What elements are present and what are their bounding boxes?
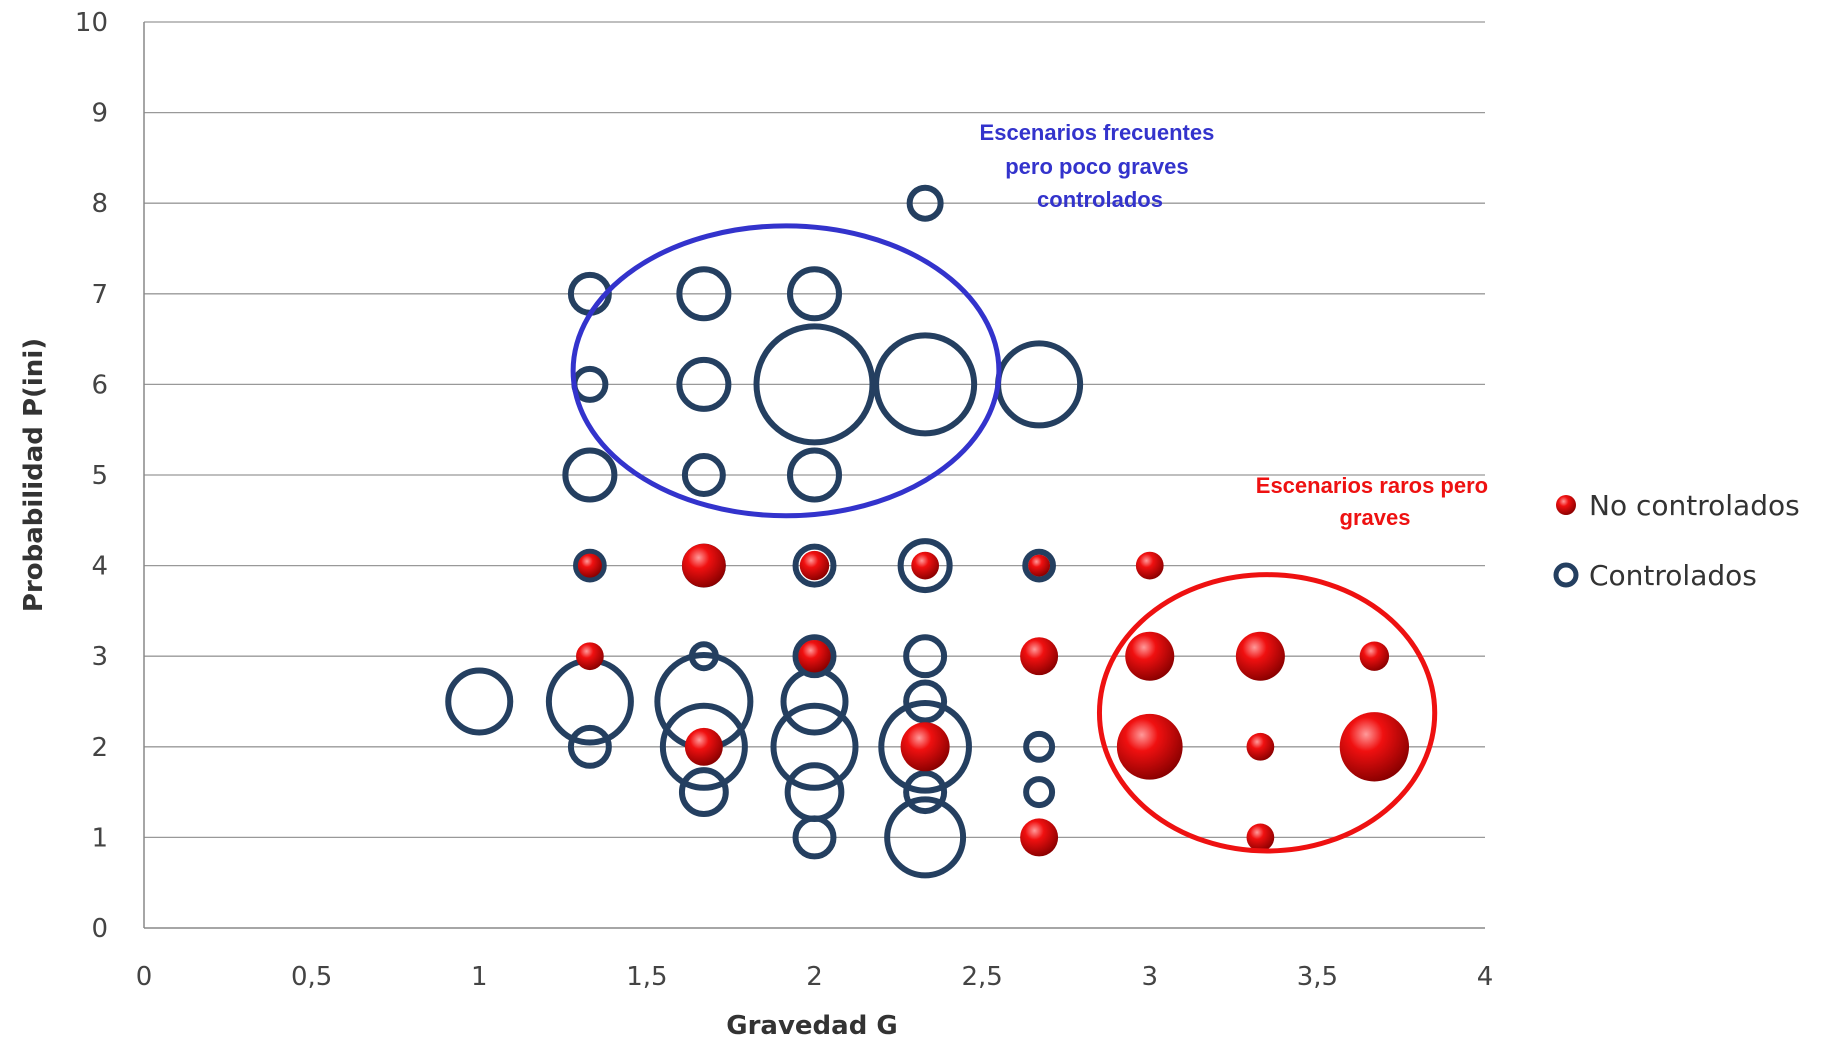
svg-text:Escenarios frecuentes pe: Escenarios frecuentes pero poco graves c… bbox=[980, 120, 1221, 212]
bubble-controlado bbox=[1023, 776, 1056, 809]
legend-marker-hollow bbox=[1553, 562, 1579, 588]
bubble-controlado bbox=[573, 548, 607, 583]
bubble-controlado bbox=[903, 634, 948, 679]
bubble-controlado bbox=[676, 266, 732, 322]
annotation-frequent-controlled: Escenarios frecuentes pero poco graves c… bbox=[980, 120, 1221, 212]
bubble-controlado bbox=[786, 447, 843, 503]
legend-item-no-controlados: No controlados bbox=[1556, 489, 1800, 522]
annotation-rare-line2: graves bbox=[1340, 505, 1411, 530]
bubble-controlado bbox=[884, 796, 967, 879]
bubble-no-controlado bbox=[1020, 637, 1059, 676]
bubble-no-controlado bbox=[1028, 554, 1051, 577]
bubble-controlado bbox=[906, 184, 944, 222]
x-tick-label: 3,5 bbox=[1297, 962, 1338, 992]
bubble-no-controlado bbox=[577, 553, 602, 578]
bubble-no-controlado bbox=[911, 551, 939, 580]
bubble-controlado bbox=[786, 266, 843, 322]
x-tick-label: 4 bbox=[1477, 962, 1494, 992]
bubble-controlado bbox=[567, 724, 612, 769]
bubble-no-controlado bbox=[798, 639, 831, 673]
legend-item-controlados: Controlados bbox=[1553, 559, 1757, 592]
y-tick-label: 4 bbox=[91, 552, 108, 582]
annotation-ellipses bbox=[570, 223, 1438, 854]
bubble-no-controlado bbox=[1135, 551, 1164, 580]
bubble-controlado bbox=[678, 767, 729, 818]
x-tick-label: 3 bbox=[1141, 962, 1158, 992]
bubble-controlado bbox=[1023, 730, 1056, 763]
series-no-controlados bbox=[576, 543, 1410, 857]
bubble-controlado bbox=[681, 453, 726, 497]
bubble-no-controlado bbox=[1235, 631, 1285, 681]
x-tick-label: 1,5 bbox=[626, 962, 667, 992]
y-axis-title: Probabilidad P(ini) bbox=[19, 338, 49, 612]
svg-text:Escenarios raros pero gr: Escenarios raros pero graves bbox=[1256, 473, 1494, 530]
y-tick-label: 3 bbox=[91, 642, 108, 672]
bubble-no-controlado bbox=[799, 550, 830, 581]
legend-label-controlados: Controlados bbox=[1589, 559, 1757, 592]
legend-label-no-controlados: No controlados bbox=[1589, 489, 1800, 522]
bubble-controlado bbox=[792, 543, 837, 588]
bubble-controlado bbox=[445, 667, 514, 736]
annotation-frequent-line3: controlados bbox=[1037, 187, 1163, 212]
bubble-controlado bbox=[659, 702, 748, 791]
x-tick-label: 2,5 bbox=[961, 962, 1002, 992]
y-tick-label: 8 bbox=[91, 189, 108, 219]
x-tick-label: 1 bbox=[471, 962, 488, 992]
annotation-frequent-line1: Escenarios frecuentes bbox=[980, 120, 1215, 145]
bubble-controlado bbox=[903, 679, 948, 724]
bubble-no-controlado bbox=[1339, 712, 1410, 782]
bubble-controlado bbox=[753, 323, 876, 446]
legend: No controlados Controlados bbox=[1553, 489, 1800, 592]
bubble-controlado bbox=[897, 538, 953, 594]
x-tick-label: 0,5 bbox=[291, 962, 332, 992]
annotation-frequent-line2: pero poco graves bbox=[1005, 154, 1188, 179]
y-tick-label: 0 bbox=[91, 914, 108, 944]
y-tick-labels: 0 1 2 3 4 5 6 7 8 9 10 bbox=[75, 8, 108, 944]
bubble-no-controlado bbox=[684, 727, 723, 766]
x-tick-labels: 0 0,5 1 1,5 2 2,5 3 3,5 4 bbox=[136, 962, 1494, 992]
bubble-controlado bbox=[1022, 548, 1056, 583]
bubble-no-controlado bbox=[1116, 713, 1183, 780]
y-tick-label: 9 bbox=[91, 99, 108, 129]
bubble-no-controlado bbox=[681, 543, 726, 588]
bubble-controlado bbox=[903, 770, 948, 815]
y-tick-label: 7 bbox=[91, 280, 108, 310]
bubble-controlado bbox=[562, 447, 618, 503]
annotation-rare-severe: Escenarios raros pero graves bbox=[1256, 473, 1494, 530]
annotation-rare-line1: Escenarios raros pero bbox=[1256, 473, 1488, 498]
legend-marker-filled bbox=[1556, 495, 1576, 515]
x-tick-label: 0 bbox=[136, 962, 153, 992]
y-tick-label: 10 bbox=[75, 8, 108, 38]
series-controlados bbox=[445, 184, 1084, 879]
bubble-controlado bbox=[792, 815, 837, 860]
bubble-controlado bbox=[878, 699, 972, 794]
y-tick-label: 1 bbox=[91, 823, 108, 853]
annotation-ellipse-2 bbox=[1096, 572, 1438, 854]
x-tick-label: 2 bbox=[806, 962, 823, 992]
grid-lines bbox=[144, 21, 1485, 839]
bubble-no-controlado bbox=[1020, 818, 1059, 857]
bubble-controlado bbox=[873, 332, 978, 437]
x-axis-title: Gravedad G bbox=[726, 1011, 897, 1041]
bubble-controlado bbox=[676, 356, 732, 412]
bubble-no-controlado bbox=[1246, 823, 1275, 852]
bubble-controlado bbox=[770, 702, 859, 791]
bubble-no-controlado bbox=[576, 642, 604, 671]
bubble-controlado bbox=[784, 762, 845, 822]
bubble-no-controlado bbox=[1359, 641, 1390, 671]
y-tick-label: 5 bbox=[91, 461, 108, 491]
bubble-no-controlado bbox=[1125, 631, 1175, 681]
bubble-no-controlado bbox=[1246, 732, 1275, 761]
y-tick-label: 2 bbox=[91, 733, 108, 763]
bubble-controlado bbox=[792, 634, 837, 679]
y-tick-label: 6 bbox=[91, 370, 108, 400]
annotation-ellipse-1 bbox=[570, 223, 1002, 519]
bubble-no-controlado bbox=[900, 722, 950, 772]
bubble-controlado bbox=[780, 667, 849, 736]
